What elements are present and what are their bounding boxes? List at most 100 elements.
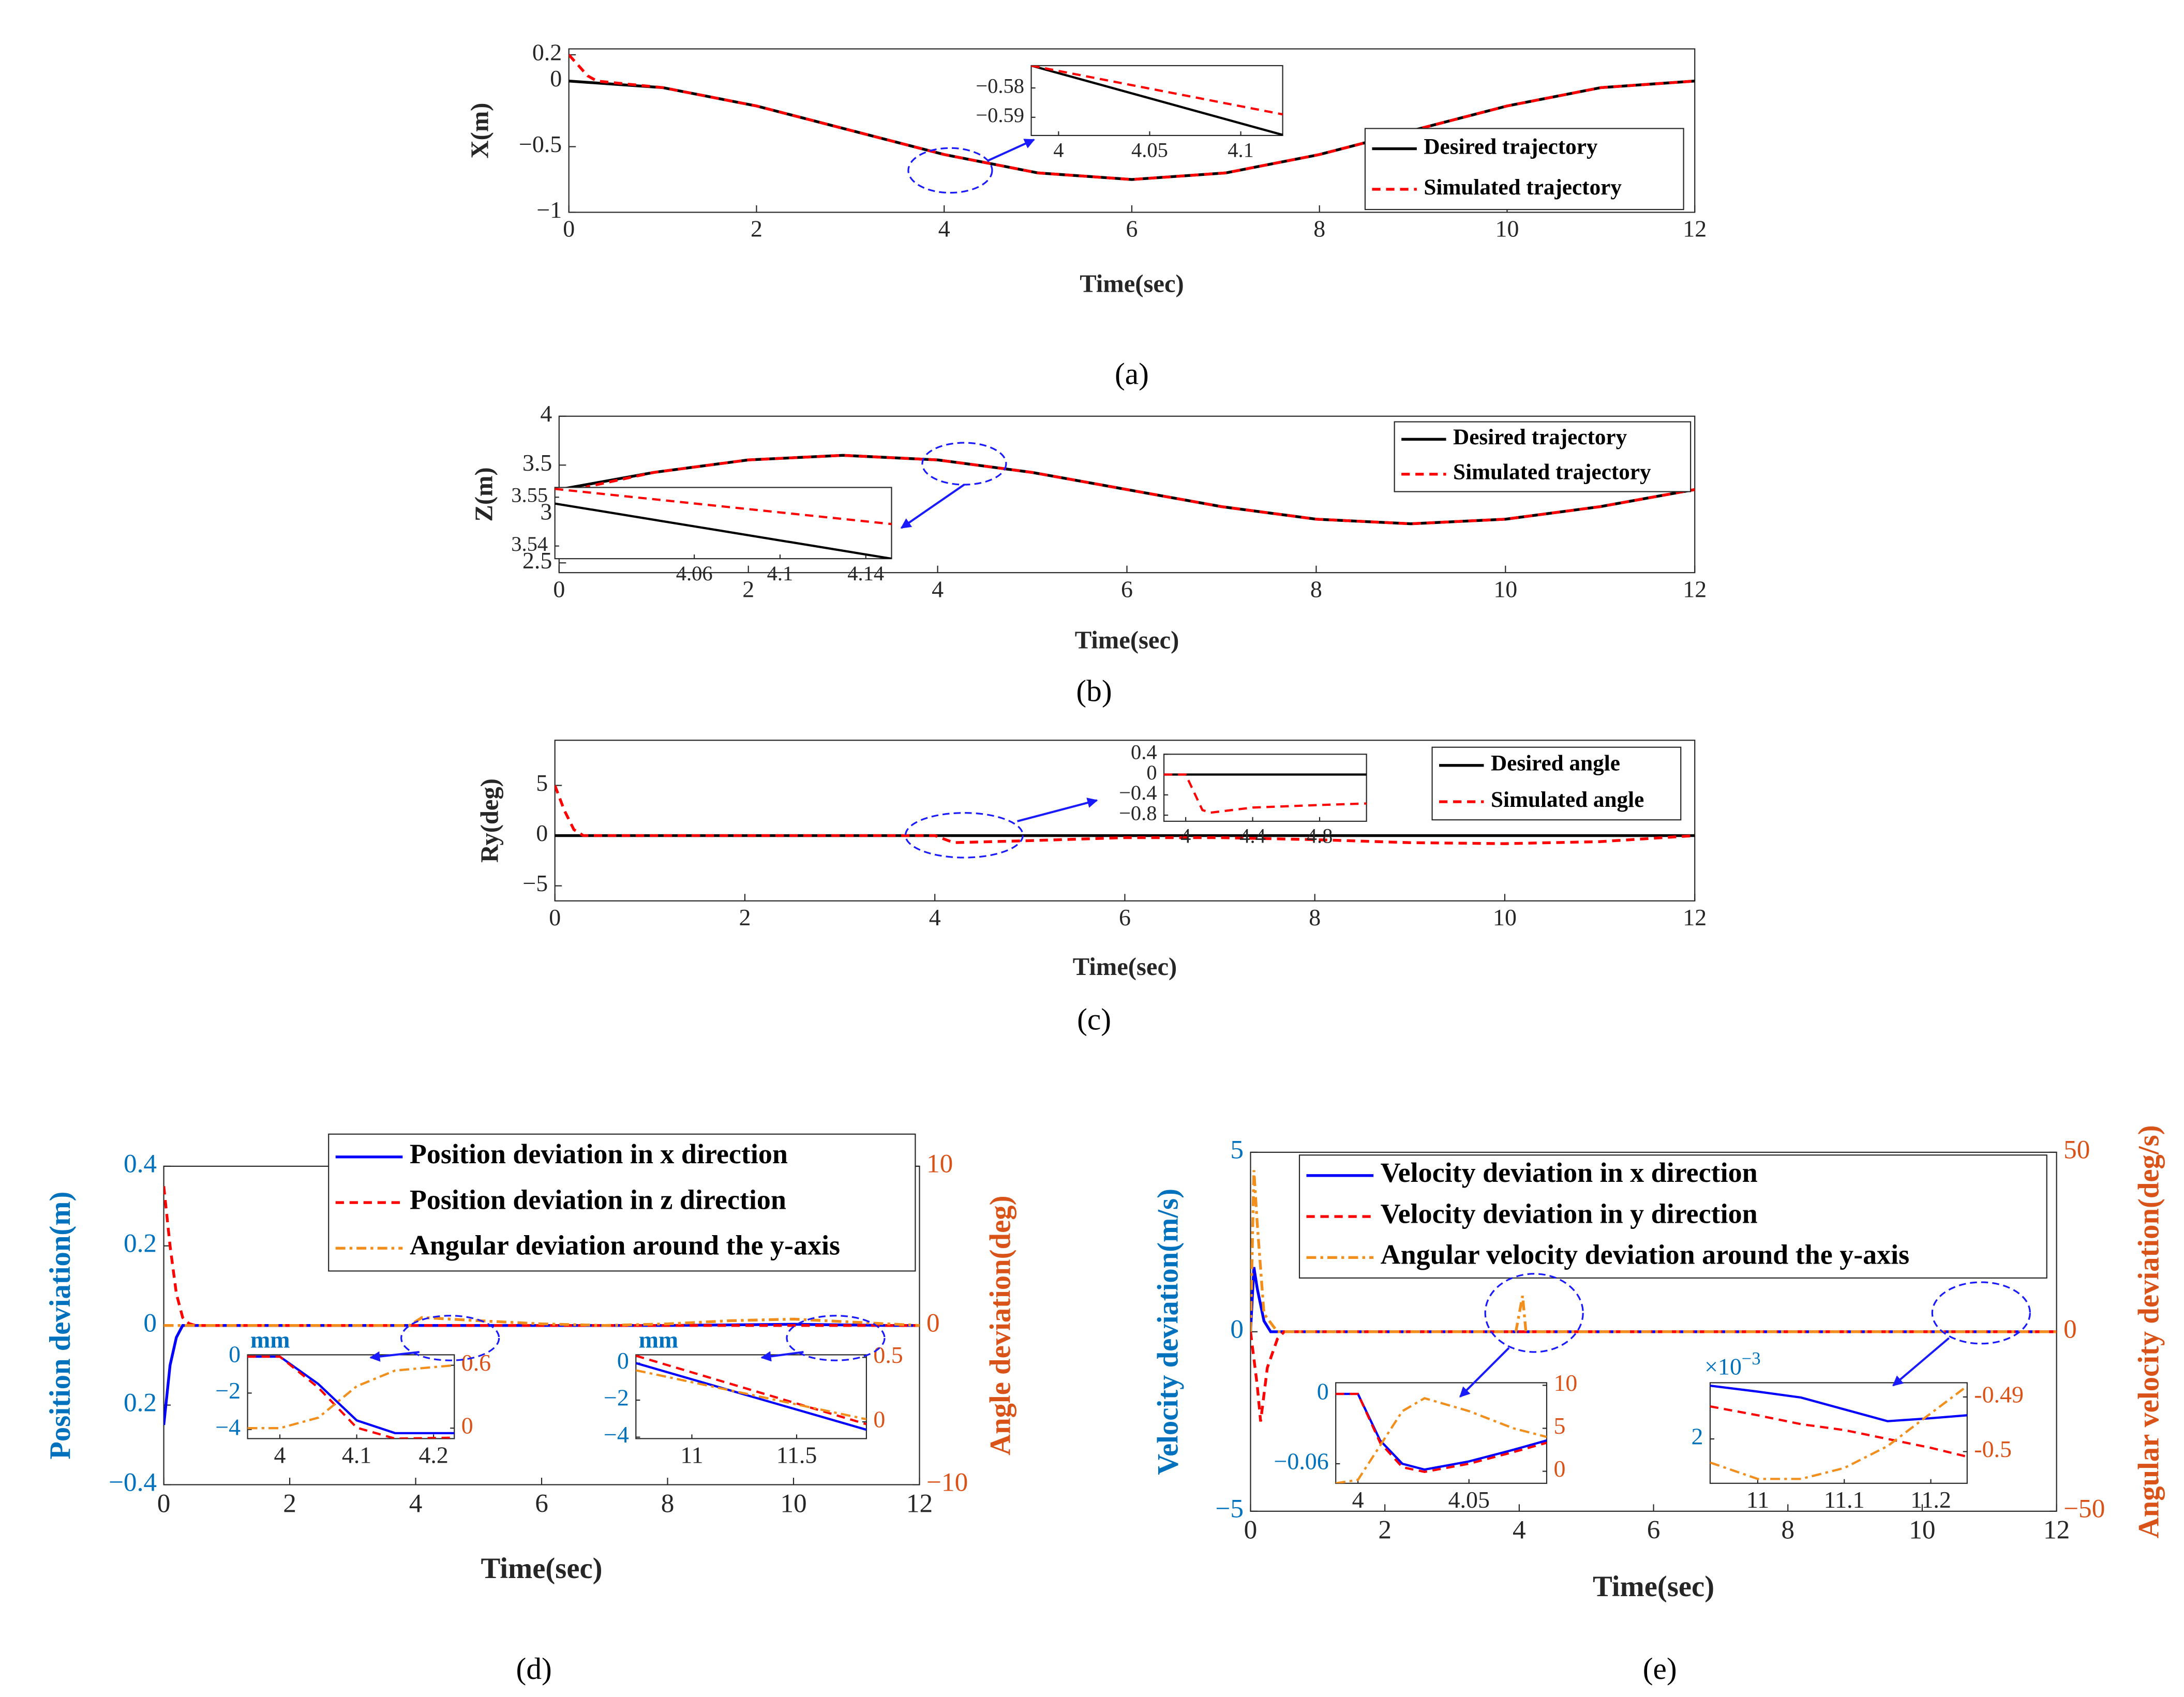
x-tick-label: 11 bbox=[680, 1442, 703, 1468]
x-tick-label: 2 bbox=[283, 1489, 296, 1518]
x-tick-label: 8 bbox=[1781, 1515, 1794, 1545]
zoom-arrow bbox=[987, 139, 1035, 162]
x-tick-label: 8 bbox=[1310, 576, 1322, 602]
x-tick-label: 0 bbox=[553, 576, 565, 602]
x-tick-label: 4.05 bbox=[1131, 139, 1168, 162]
series-line bbox=[636, 1355, 866, 1425]
y-tick-label: −5 bbox=[522, 870, 548, 896]
legend-label: Position deviation in x direction bbox=[410, 1138, 788, 1169]
x-tick-label: 0 bbox=[1244, 1515, 1258, 1545]
y-axis-label: Position deviation(m) bbox=[44, 1192, 77, 1460]
y-tick-label: −0.59 bbox=[976, 103, 1024, 127]
legend-box bbox=[1298, 1154, 2047, 1279]
x-tick-label: 4 bbox=[1180, 824, 1191, 848]
x-tick-label: 4.14 bbox=[847, 562, 884, 585]
x-tick-label: 2 bbox=[751, 216, 762, 242]
legend-label: Angular deviation around the y-axis bbox=[410, 1230, 840, 1261]
caption: (e) bbox=[1643, 1651, 1677, 1686]
y2-tick-label: 0 bbox=[461, 1413, 473, 1439]
y-tick-label: −4 bbox=[215, 1414, 241, 1440]
legend-label: Desired angle bbox=[1491, 752, 1620, 776]
x-tick-label: 10 bbox=[1493, 576, 1517, 602]
y-tick-label: 3.55 bbox=[511, 484, 548, 507]
series-line bbox=[1164, 773, 1367, 814]
legend-label: Simulated angle bbox=[1491, 788, 1644, 812]
legend-box bbox=[328, 1133, 916, 1272]
series-line bbox=[1710, 1384, 1967, 1422]
caption: (d) bbox=[516, 1651, 552, 1686]
series-line bbox=[1336, 1396, 1547, 1483]
y2-tick-label: 50 bbox=[2063, 1135, 2090, 1165]
legend-label: Position deviation in z direction bbox=[410, 1184, 786, 1215]
series-line bbox=[163, 1323, 920, 1425]
x-tick-label: 2 bbox=[739, 904, 751, 930]
x-tick-label: 4 bbox=[1053, 139, 1064, 162]
y-tick-label: −0.58 bbox=[976, 74, 1024, 97]
y2-tick-label: -0.49 bbox=[1974, 1381, 2024, 1407]
series-line bbox=[559, 454, 1695, 525]
y-axis-label: Ry(deg) bbox=[475, 778, 503, 863]
inset-background bbox=[554, 487, 892, 560]
caption: (c) bbox=[1077, 1002, 1111, 1036]
zoom-arrow bbox=[1459, 1347, 1510, 1398]
y-tick-label: −2 bbox=[215, 1377, 241, 1404]
legend-label: Simulated trajectory bbox=[1453, 460, 1651, 485]
x-tick-label: 8 bbox=[1313, 216, 1325, 242]
x-tick-label: 12 bbox=[906, 1489, 933, 1518]
x-tick-label: 10 bbox=[1493, 904, 1517, 930]
caption: (b) bbox=[1076, 674, 1112, 708]
y2-tick-label: 0 bbox=[2063, 1315, 2077, 1344]
series-line bbox=[636, 1369, 866, 1421]
series-line bbox=[636, 1362, 866, 1431]
y-tick-label: −0.8 bbox=[1119, 801, 1157, 824]
y-tick-label: −0.5 bbox=[519, 131, 562, 157]
legend-box bbox=[1364, 128, 1684, 211]
x-tick-label: 4.05 bbox=[1448, 1486, 1490, 1513]
y2-tick-label: −50 bbox=[2063, 1494, 2105, 1524]
y2-tick-label: 0 bbox=[1553, 1455, 1565, 1482]
y2-tick-label: 0 bbox=[873, 1406, 885, 1433]
legend-label: Simulated trajectory bbox=[1424, 175, 1622, 200]
x-tick-label: 4 bbox=[938, 216, 950, 242]
y-tick-label: 0 bbox=[617, 1347, 629, 1374]
legend-box bbox=[1431, 746, 1682, 821]
x-tick-label: 8 bbox=[1309, 904, 1321, 930]
y-tick-label: 3.5 bbox=[522, 449, 552, 476]
multiplier-base: ×10 bbox=[1704, 1353, 1742, 1379]
series-line bbox=[1031, 65, 1283, 136]
series-line bbox=[569, 54, 1695, 181]
y2-tick-label: 0 bbox=[926, 1308, 940, 1338]
y-tick-label: −0.06 bbox=[1274, 1448, 1329, 1475]
x-tick-label: 12 bbox=[1683, 576, 1707, 602]
series-line bbox=[1710, 1405, 1967, 1458]
y-tick-label: −4 bbox=[604, 1421, 629, 1448]
y2-tick-label: 10 bbox=[1553, 1370, 1577, 1396]
y-tick-label: 4 bbox=[540, 400, 552, 427]
y-tick-label: 5 bbox=[1230, 1135, 1244, 1165]
series-line bbox=[247, 1355, 455, 1435]
y-tick-label: 0.4 bbox=[124, 1149, 157, 1179]
legend-label: Angular velocity deviation around the y-… bbox=[1381, 1239, 1910, 1270]
y-tick-label: 2.5 bbox=[522, 547, 552, 574]
series-line bbox=[555, 785, 1695, 845]
x-tick-label: 4 bbox=[274, 1442, 286, 1468]
y-tick-label: 2 bbox=[1691, 1423, 1703, 1450]
series-line bbox=[247, 1355, 455, 1439]
legend-label: Desired trajectory bbox=[1453, 425, 1627, 449]
y2-tick-label: −10 bbox=[926, 1467, 968, 1497]
legend-label: Velocity deviation in y direction bbox=[1381, 1198, 1758, 1229]
y-tick-label: −0.4 bbox=[109, 1467, 157, 1497]
y-tick-label: 0.2 bbox=[124, 1388, 157, 1417]
x-tick-label: 11 bbox=[1746, 1486, 1769, 1513]
x-tick-label: 2 bbox=[1378, 1515, 1392, 1545]
zoom-arrow bbox=[900, 484, 965, 529]
x-tick-label: 12 bbox=[1683, 904, 1707, 930]
y-tick-label: 0 bbox=[1230, 1315, 1244, 1344]
inset-background bbox=[1709, 1382, 1968, 1484]
y-tick-label: 5 bbox=[536, 770, 548, 796]
x-tick-label: 11.5 bbox=[776, 1442, 817, 1468]
y-tick-label: 0 bbox=[550, 65, 562, 92]
series-line bbox=[1031, 65, 1283, 116]
y-tick-label: 3.54 bbox=[511, 532, 548, 555]
